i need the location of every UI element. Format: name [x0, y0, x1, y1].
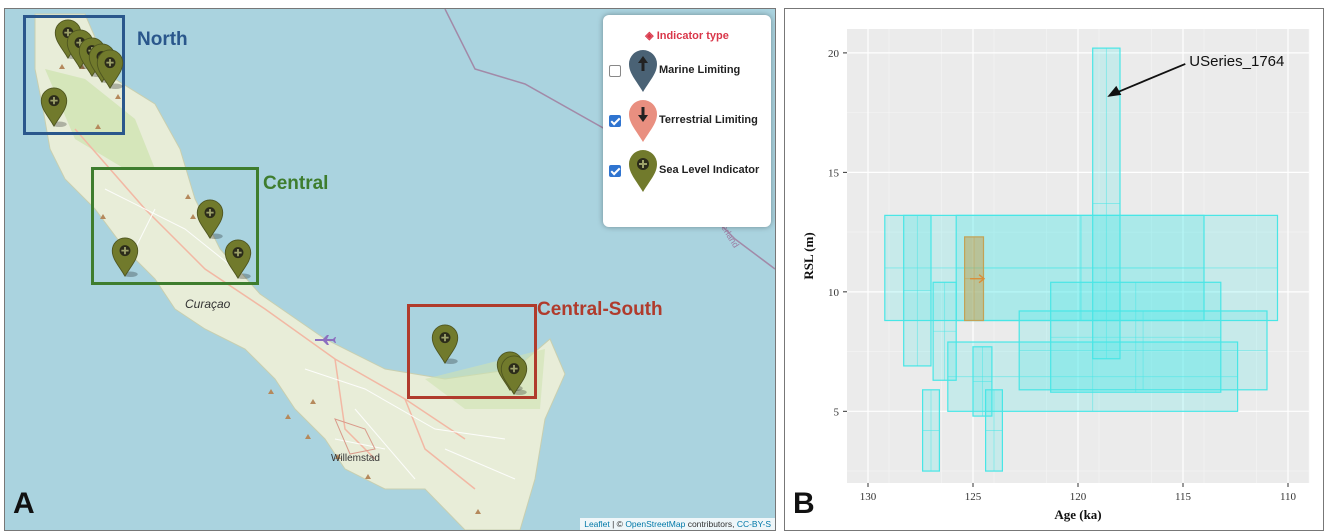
- central-region-box: [91, 167, 259, 285]
- sea-level-indicator-label: Sea Level Indicator: [659, 164, 760, 176]
- legend-title: ◈ Indicator type: [603, 29, 771, 42]
- map-basemap[interactable]: [5, 9, 775, 530]
- terrestrial-limiting-checkbox[interactable]: [609, 115, 621, 127]
- annotation-label: USeries_1764: [1189, 53, 1284, 70]
- sea-level-indicator-marker[interactable]: [195, 199, 225, 239]
- osm-link[interactable]: OpenStreetMap: [625, 519, 686, 529]
- attribution-sep: | ©: [609, 519, 626, 529]
- y-tick-label: 5: [834, 406, 840, 418]
- license-link[interactable]: CC-BY-S: [736, 519, 771, 529]
- y-tick-label: 10: [828, 287, 840, 299]
- legend-item-sea-level-indicator[interactable]: Sea Level Indicator: [609, 147, 769, 197]
- north-region-box: [23, 15, 125, 135]
- y-tick-label: 15: [828, 167, 840, 179]
- x-axis-label: Age (ka): [1054, 507, 1101, 522]
- plus-circle-icon: [629, 150, 657, 192]
- legend-item-terrestrial-limiting[interactable]: Terrestrial Limiting: [609, 97, 769, 147]
- sea-level-indicator-marker[interactable]: [223, 239, 253, 279]
- attribution-contrib: contributors,: [685, 519, 737, 529]
- annotation-arrow-head: [1107, 85, 1122, 97]
- annotation-arrow-line: [1112, 63, 1186, 95]
- marine-limiting-label: Marine Limiting: [659, 64, 741, 76]
- chart-panel: 130 125 120 115 110 5 10 15 20 Age (ka) RSL (m) USe…: [784, 8, 1324, 531]
- panel-b-letter: B: [793, 487, 815, 520]
- tan-marker-arrow: [970, 274, 986, 284]
- x-tick-label: 110: [1280, 491, 1297, 503]
- x-tick-label: 125: [965, 491, 982, 503]
- island-label: Curaçao: [185, 297, 231, 311]
- x-tick-label: 115: [1175, 491, 1192, 503]
- marine-limiting-checkbox[interactable]: [609, 65, 621, 77]
- legend-control: ◈ Indicator type Marine Limiting Terrest…: [603, 15, 771, 227]
- map-attribution: Leaflet | © OpenStreetMap contributors, …: [580, 518, 775, 530]
- sea-level-indicator-checkbox[interactable]: [609, 165, 621, 177]
- y-axis-label: RSL (m): [801, 232, 816, 279]
- sea-level-indicator-marker[interactable]: [39, 87, 69, 127]
- central-south-region-box: [407, 304, 537, 399]
- y-tick-label: 20: [828, 48, 840, 60]
- leaflet-link[interactable]: Leaflet: [584, 519, 610, 529]
- terrestrial-limiting-label: Terrestrial Limiting: [659, 114, 758, 126]
- arrow-down-icon: [629, 100, 657, 142]
- x-tick-label: 120: [1070, 491, 1087, 503]
- airport-icon: [315, 335, 336, 345]
- rsl-age-chart: 130 125 120 115 110 5 10 15 20 Age (ka) RSL (m) USe…: [801, 29, 1310, 522]
- legend-title-text: Indicator type: [656, 30, 729, 42]
- panel-a-letter: A: [13, 487, 35, 520]
- sea-level-indicator-marker[interactable]: [430, 324, 460, 364]
- north-label: North: [137, 29, 188, 50]
- central-south-label: Central-South: [537, 299, 663, 320]
- legend-title-icon: ◈: [645, 30, 657, 42]
- central-label: Central: [263, 173, 329, 194]
- sea-level-indicator-marker[interactable]: [499, 355, 529, 395]
- arrow-up-icon: [629, 50, 657, 92]
- map-panel[interactable]: North Central Central-South Curaçao Will…: [4, 8, 776, 531]
- city-label: Willemstad: [331, 453, 380, 464]
- x-tick-label: 130: [860, 491, 877, 503]
- sea-level-indicator-marker[interactable]: [110, 237, 140, 277]
- sea-level-indicator-marker[interactable]: [95, 49, 125, 89]
- legend-item-marine-limiting[interactable]: Marine Limiting: [609, 47, 769, 97]
